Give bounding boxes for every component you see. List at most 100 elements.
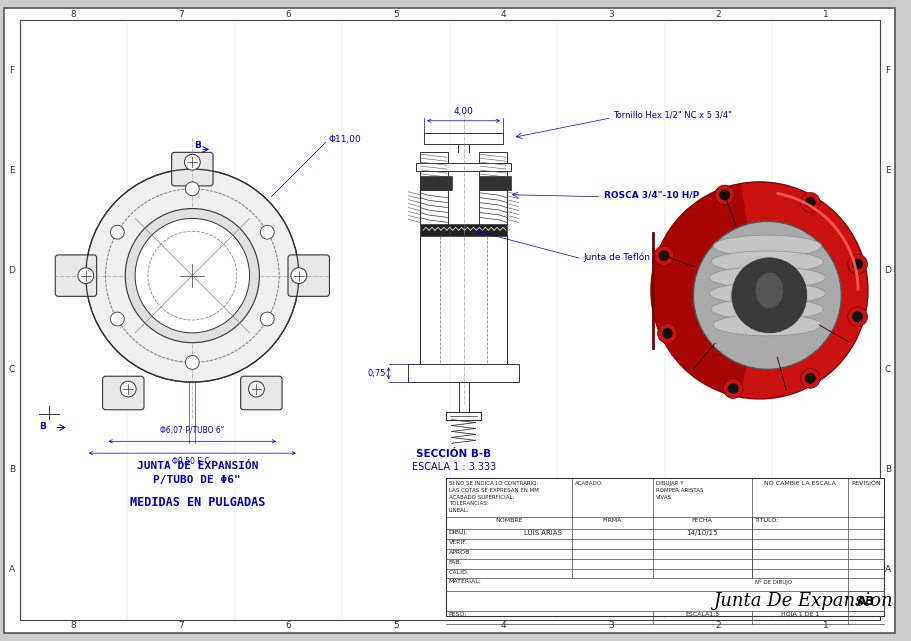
Text: PESO:: PESO: — [449, 612, 467, 617]
Circle shape — [801, 192, 820, 212]
Bar — [420, 224, 507, 236]
Text: ROMPER ARISTAS: ROMPER ARISTAS — [656, 488, 703, 493]
Circle shape — [186, 182, 200, 196]
FancyBboxPatch shape — [241, 376, 282, 410]
Circle shape — [848, 307, 867, 326]
Ellipse shape — [709, 267, 825, 288]
Circle shape — [852, 259, 863, 270]
Text: ACABADO:: ACABADO: — [575, 481, 604, 486]
Text: NOMBRE: NOMBRE — [496, 519, 523, 523]
Circle shape — [148, 231, 237, 320]
Circle shape — [658, 324, 677, 343]
Text: 4: 4 — [501, 621, 507, 630]
Bar — [631, 142, 878, 458]
Text: Nº DE DIBUJO: Nº DE DIBUJO — [754, 579, 792, 585]
Text: VIVAS: VIVAS — [656, 495, 672, 499]
Circle shape — [723, 379, 743, 399]
Text: SI NO SE INDICA LO CONTRARIO:: SI NO SE INDICA LO CONTRARIO: — [449, 481, 538, 486]
FancyBboxPatch shape — [288, 255, 330, 296]
Text: JUNTA DE EXPANSIÓN: JUNTA DE EXPANSIÓN — [137, 461, 258, 471]
Text: Φ9,50 E.C.: Φ9,50 E.C. — [172, 457, 212, 466]
Circle shape — [654, 246, 674, 265]
Text: HOJA 1 DE 1: HOJA 1 DE 1 — [781, 612, 819, 617]
Circle shape — [120, 381, 136, 397]
Text: LINEAL:: LINEAL: — [449, 508, 469, 513]
Text: LUIS ARIAS: LUIS ARIAS — [524, 530, 561, 536]
Text: ACABADO SUPERFICIAL:: ACABADO SUPERFICIAL: — [449, 495, 514, 499]
Text: 3: 3 — [609, 10, 614, 19]
Circle shape — [693, 221, 842, 369]
Text: B: B — [885, 465, 891, 474]
Text: ESCALA 1 : 3.333: ESCALA 1 : 3.333 — [412, 462, 496, 472]
Ellipse shape — [711, 298, 824, 320]
Text: P/TUBO DE Φ6": P/TUBO DE Φ6" — [153, 475, 241, 485]
Ellipse shape — [713, 314, 822, 336]
Text: Junta de Teflón: Junta de Teflón — [584, 252, 650, 262]
Text: MATERIAL:: MATERIAL: — [449, 579, 482, 585]
Text: B: B — [9, 465, 15, 474]
Text: TÍTULO:: TÍTULO: — [754, 519, 779, 523]
Text: TOLERANCIAS:: TOLERANCIAS: — [449, 501, 488, 506]
Text: LAS COTAS SE EXPRESAN EN MM: LAS COTAS SE EXPRESAN EN MM — [449, 488, 538, 493]
Circle shape — [804, 197, 815, 208]
Text: FAB.: FAB. — [449, 560, 462, 565]
Text: 8: 8 — [71, 621, 77, 630]
Circle shape — [659, 250, 670, 261]
Circle shape — [126, 208, 260, 343]
Text: A: A — [9, 565, 15, 574]
Text: Φ11,00: Φ11,00 — [329, 135, 361, 144]
Bar — [425, 133, 503, 144]
Text: FECHA: FECHA — [691, 519, 712, 523]
Bar — [445, 478, 884, 616]
Text: MEDIDAS EN PULGADAS: MEDIDAS EN PULGADAS — [129, 496, 265, 509]
Text: CALID.: CALID. — [449, 570, 470, 574]
Circle shape — [249, 381, 264, 397]
Text: F: F — [885, 65, 890, 74]
Text: Tornillo Hex 1/2" NC x 5 3/4": Tornillo Hex 1/2" NC x 5 3/4" — [613, 110, 732, 119]
Circle shape — [78, 268, 94, 283]
Ellipse shape — [709, 283, 825, 304]
Circle shape — [801, 369, 820, 388]
Text: 6: 6 — [286, 621, 292, 630]
Text: Junta De Expansion: Junta De Expansion — [712, 592, 892, 610]
Bar — [416, 163, 511, 171]
Text: 8: 8 — [71, 10, 77, 19]
Circle shape — [720, 190, 730, 201]
Text: 5: 5 — [394, 10, 399, 19]
Circle shape — [261, 226, 274, 239]
FancyBboxPatch shape — [171, 153, 213, 186]
Circle shape — [848, 254, 867, 274]
Circle shape — [715, 185, 734, 205]
Circle shape — [804, 373, 815, 384]
Circle shape — [186, 356, 200, 369]
Circle shape — [135, 219, 250, 333]
Circle shape — [728, 383, 739, 394]
Bar — [408, 364, 518, 382]
Text: D: D — [885, 265, 891, 274]
Text: 1: 1 — [824, 621, 829, 630]
Ellipse shape — [713, 235, 822, 257]
Circle shape — [662, 328, 673, 339]
Text: 3: 3 — [609, 621, 614, 630]
Text: 5: 5 — [394, 621, 399, 630]
Text: C: C — [9, 365, 15, 374]
Text: NO CAMBIE LA ESCALA: NO CAMBIE LA ESCALA — [764, 481, 836, 486]
Text: F: F — [9, 65, 15, 74]
Bar — [420, 176, 452, 190]
Text: B: B — [194, 141, 200, 150]
Text: ROSCA 3/4"-10 H/P: ROSCA 3/4"-10 H/P — [604, 190, 699, 199]
Text: SECCIÓN B-B: SECCIÓN B-B — [416, 449, 491, 459]
Text: 2: 2 — [716, 10, 722, 19]
Circle shape — [852, 312, 863, 322]
Text: VERIF.: VERIF. — [449, 540, 467, 545]
Circle shape — [291, 268, 307, 283]
Bar — [420, 153, 448, 190]
Text: 7: 7 — [179, 10, 184, 19]
Text: C: C — [885, 365, 891, 374]
Text: DIBUJ.: DIBUJ. — [449, 530, 468, 535]
Text: E: E — [885, 165, 891, 174]
Text: 6: 6 — [286, 10, 292, 19]
Text: A3: A3 — [857, 595, 875, 608]
Bar — [479, 153, 507, 190]
FancyBboxPatch shape — [103, 376, 144, 410]
